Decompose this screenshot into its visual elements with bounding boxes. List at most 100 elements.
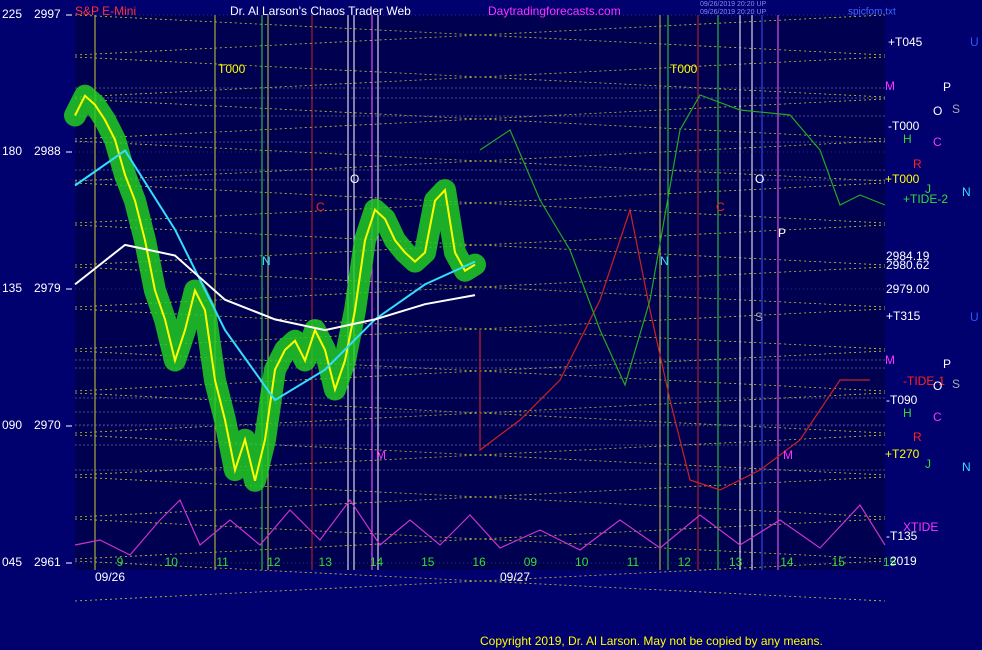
x-tick-label: 15 bbox=[832, 555, 846, 569]
annotation: S bbox=[952, 102, 960, 116]
annotation: C bbox=[316, 200, 325, 214]
y2-tick-label: 090 bbox=[2, 418, 22, 432]
cycle-line bbox=[74, 560, 886, 602]
x-tick-label: 15 bbox=[883, 555, 897, 569]
annotation: T000 bbox=[218, 62, 246, 76]
date-label: 09/27 bbox=[500, 570, 530, 584]
date-label: 09/26 bbox=[95, 570, 125, 584]
x-tick-label: 12 bbox=[267, 555, 281, 569]
x-tick-label: 13 bbox=[319, 555, 333, 569]
annotation: +T000 bbox=[885, 172, 920, 186]
x-tick-label: 10 bbox=[165, 555, 179, 569]
cycle-line bbox=[74, 434, 886, 476]
annotation: C bbox=[716, 200, 725, 214]
stamp: 09/26/2019 20:20 UP bbox=[700, 1, 766, 8]
annotation: R bbox=[913, 430, 922, 444]
stamp: 09/26/2019 20:20 UP bbox=[700, 9, 766, 16]
annotation: T000 bbox=[670, 62, 698, 76]
y-tick-label: 2979 bbox=[34, 281, 61, 295]
annotation: O bbox=[933, 379, 942, 393]
annotation: +TIDE-2 bbox=[903, 192, 948, 206]
cycle-line bbox=[74, 224, 886, 266]
y-tick-label: 2970 bbox=[34, 418, 61, 432]
x-tick-label: 13 bbox=[729, 555, 743, 569]
annotation: +T315 bbox=[886, 309, 921, 323]
annotation: M bbox=[783, 448, 793, 462]
cycle-line bbox=[74, 518, 886, 560]
annotation: -TIDE-1 bbox=[903, 374, 945, 388]
x-tick-label: 14 bbox=[370, 555, 384, 569]
cycle-line bbox=[74, 182, 886, 224]
annotation: S bbox=[952, 377, 960, 391]
forecast-red bbox=[479, 207, 870, 491]
annotation: +T270 bbox=[885, 447, 920, 461]
annotation: M bbox=[376, 448, 386, 462]
y-tick-label: 2988 bbox=[34, 144, 61, 158]
x-tick-label: 11 bbox=[627, 555, 640, 569]
annotation: O bbox=[350, 172, 359, 186]
annotation: U bbox=[970, 310, 979, 324]
annotation: XTIDE bbox=[903, 520, 938, 534]
annotation: 2984.19 bbox=[886, 249, 930, 263]
y2-tick-label: 045 bbox=[2, 555, 22, 569]
annotation: H bbox=[903, 406, 912, 420]
annotation: H bbox=[903, 132, 912, 146]
annotation: M bbox=[885, 79, 895, 93]
cycle-line bbox=[74, 476, 886, 518]
file-name: spicfom.txt bbox=[848, 7, 896, 18]
annotation: -T090 bbox=[886, 393, 918, 407]
annotation: N bbox=[962, 460, 971, 474]
x-tick-label: 10 bbox=[575, 555, 589, 569]
annotation: N bbox=[262, 254, 271, 268]
site: Daytradingforecasts.com bbox=[488, 4, 621, 18]
x-tick-label: 15 bbox=[421, 555, 435, 569]
annotation: 2980.62 bbox=[886, 258, 930, 272]
x-tick-label: 16 bbox=[472, 555, 486, 569]
y-tick-label: 2961 bbox=[34, 555, 61, 569]
annotation: P bbox=[943, 80, 951, 94]
cycle-line bbox=[74, 98, 886, 140]
annotation: C bbox=[933, 135, 942, 149]
annotation: C bbox=[933, 410, 942, 424]
annotation: U bbox=[970, 35, 979, 49]
annotation: J bbox=[925, 182, 931, 196]
annotation: O bbox=[933, 104, 942, 118]
symbol: S&P E-Mini bbox=[75, 4, 136, 18]
cycle-line bbox=[74, 140, 886, 182]
annotation: -T000 bbox=[888, 119, 920, 133]
annotation: P bbox=[943, 357, 951, 371]
x-tick-label: 11 bbox=[216, 555, 229, 569]
plot-area bbox=[75, 15, 885, 570]
forecast-green bbox=[479, 94, 886, 387]
x-tick-label: 9 bbox=[117, 555, 124, 569]
cycle-line bbox=[74, 56, 886, 98]
annotation: 2979.00 bbox=[886, 282, 930, 296]
xtide-curve bbox=[74, 498, 886, 556]
x-tick-label: 14 bbox=[780, 555, 794, 569]
y-tick-label: 2997 bbox=[34, 7, 61, 21]
annotation: -T135 bbox=[886, 529, 918, 543]
y2-tick-label: 225 bbox=[2, 7, 22, 21]
annotation: S bbox=[755, 310, 763, 324]
annotation: N bbox=[660, 254, 669, 268]
annotation: 2019 bbox=[890, 554, 917, 568]
annotation: +T045 bbox=[888, 35, 923, 49]
annotation: J bbox=[925, 457, 931, 471]
series-line bbox=[74, 94, 476, 482]
x-tick-label: 12 bbox=[678, 555, 692, 569]
series-line bbox=[74, 149, 476, 402]
y2-tick-label: 180 bbox=[2, 144, 22, 158]
annotation: M bbox=[885, 353, 895, 367]
annotation: O bbox=[755, 172, 764, 186]
annotation: P bbox=[778, 226, 786, 240]
copyright: Copyright 2019, Dr. Al Larson. May not b… bbox=[480, 634, 823, 648]
annotation: R bbox=[913, 157, 922, 171]
series-line bbox=[74, 243, 476, 332]
x-tick-label: 09 bbox=[524, 555, 538, 569]
annotation: N bbox=[962, 185, 971, 199]
cycle-line bbox=[74, 14, 886, 56]
y2-tick-label: 135 bbox=[2, 281, 22, 295]
chart-title: Dr. Al Larson's Chaos Trader Web bbox=[230, 4, 411, 18]
